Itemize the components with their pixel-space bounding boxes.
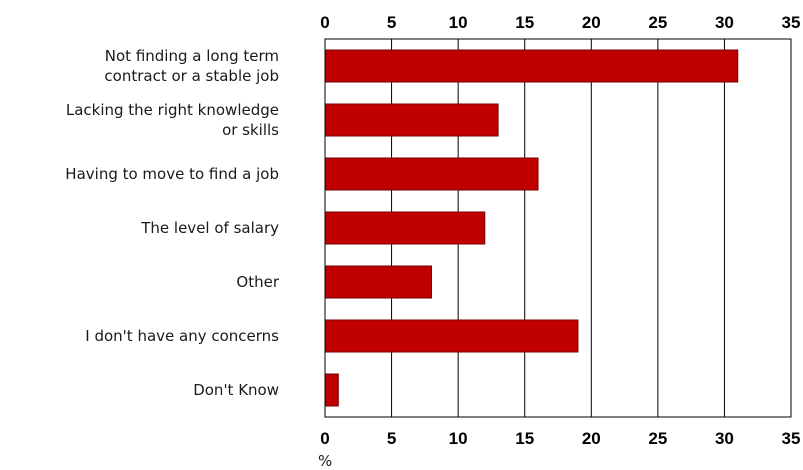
category-labels: Not finding a long term contract or a sta…: [65, 47, 280, 399]
bottom-tick-label-30: 30: [715, 429, 734, 448]
bar-4: [324, 211, 486, 245]
category-label-1-line-1: Not finding a long term: [105, 47, 279, 65]
x-axis-unit-label: %: [318, 452, 332, 470]
bar-7: [324, 373, 339, 407]
bar-1: [324, 49, 739, 83]
category-label-7: Don't Know: [193, 381, 279, 399]
category-label-3: Having to move to find a job: [65, 165, 279, 183]
top-tick-label-35: 35: [782, 13, 801, 32]
bar-6: [324, 319, 579, 353]
bottom-tick-label-25: 25: [648, 429, 667, 448]
top-tick-label-10: 10: [449, 13, 468, 32]
top-tick-label-15: 15: [515, 13, 534, 32]
bar-2: [324, 103, 499, 137]
category-label-2-line-2: or skills: [222, 121, 279, 139]
top-tick-label-0: 0: [320, 13, 329, 32]
top-axis-ticks: 0 5 10 15 20 25 30 35: [320, 13, 800, 32]
category-label-2-line-1: Lacking the right knowledge: [66, 101, 279, 119]
bar-5: [324, 265, 433, 299]
category-label-4: The level of salary: [140, 219, 279, 237]
top-tick-label-25: 25: [648, 13, 667, 32]
top-tick-label-20: 20: [582, 13, 601, 32]
category-label-1-line-2: contract or a stable job: [104, 67, 279, 85]
top-tick-label-5: 5: [387, 13, 396, 32]
bar-3: [324, 157, 539, 191]
category-label-6: I don't have any concerns: [85, 327, 279, 345]
plot-frame: [324, 38, 792, 418]
gridlines: [391, 39, 725, 417]
bottom-tick-label-10: 10: [449, 429, 468, 448]
category-label-5: Other: [236, 273, 279, 291]
bottom-tick-label-35: 35: [782, 429, 801, 448]
bottom-tick-label-5: 5: [387, 429, 396, 448]
bottom-axis-ticks: 0 5 10 15 20 25 30 35: [320, 429, 800, 448]
top-tick-label-30: 30: [715, 13, 734, 32]
bottom-tick-label-20: 20: [582, 429, 601, 448]
bars: [324, 49, 739, 407]
bottom-tick-label-0: 0: [320, 429, 329, 448]
bottom-tick-label-15: 15: [515, 429, 534, 448]
